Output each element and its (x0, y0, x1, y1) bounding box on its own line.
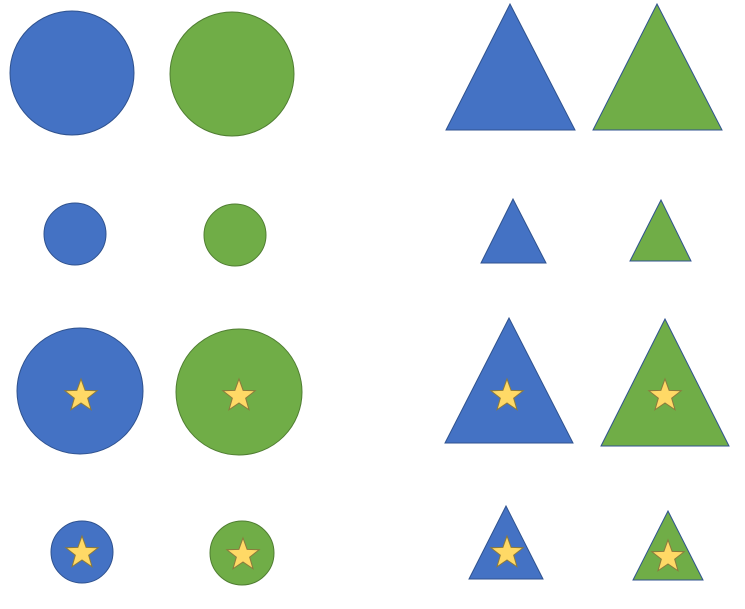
green-circle (169, 11, 295, 137)
green-triangle-small (629, 198, 692, 262)
blue-circle-small (43, 202, 107, 266)
blue-triangle-small (480, 197, 547, 264)
green-triangle (592, 2, 723, 131)
blue-triangle (444, 316, 574, 444)
blue-triangle (445, 2, 576, 131)
blue-circle (9, 10, 135, 136)
green-circle-small (203, 203, 267, 267)
